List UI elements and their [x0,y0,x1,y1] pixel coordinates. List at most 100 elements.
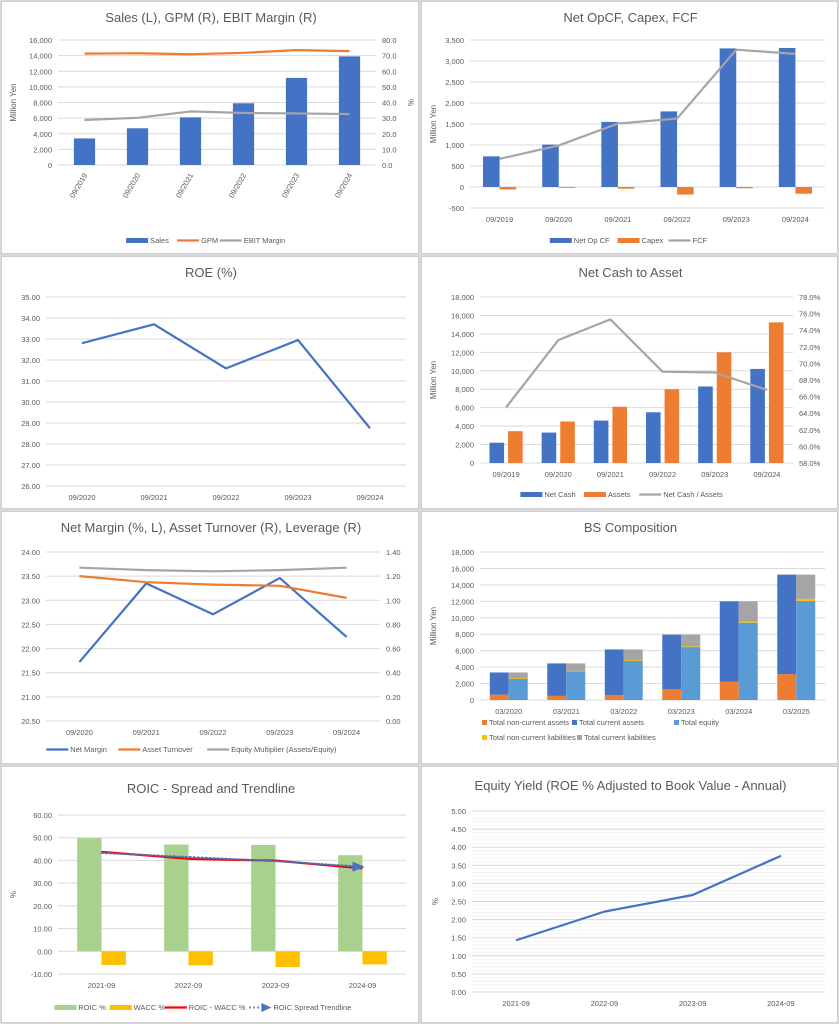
series-line-ebit-margin [84,110,350,122]
y-tick-label: 4.00 [451,843,466,852]
x-tick-label: 09/2024 [333,172,354,200]
bar-total-equity [681,646,701,700]
chart-panel-sales: Sales (L), GPM (R), EBIT Margin (R) 0 2,00… [1,1,419,254]
y-tick-label: 12,000 [451,348,474,357]
bar-net-op-cf [660,111,678,187]
y-tick-label: 0.50 [451,970,466,979]
y-tick-label: 18,000 [451,548,474,557]
bar-total-equity [796,600,816,700]
y-tick-label: 22.50 [21,620,40,629]
legend-label: Equity Multiplier (Assets/Equity) [231,745,337,754]
y-tick-label: 3.00 [451,879,466,888]
y-tick-label: 6,000 [33,114,52,123]
x-tick-label: 2023-09 [262,981,290,990]
y-tick-label: 6,000 [455,404,474,413]
chart-title: Net Margin (%, L), Asset Turnover (R), L… [61,520,362,535]
y-tick-label: 24.00 [21,548,40,557]
bar-total-non-current-assets [547,695,567,700]
bar-roic [77,838,102,952]
bar-assets [560,421,575,463]
y-tick-label: 2.50 [451,898,466,907]
bar-roic [164,844,189,952]
legend-label: Sales [150,236,169,245]
y-tick-label: 30.00 [33,879,52,888]
legend-label: Asset Turnover [142,745,193,754]
bar-sales [232,103,255,165]
bar-total-equity [738,622,758,700]
x-tick-label: 09/2023 [723,215,750,224]
y-tick-label: 3,500 [445,36,464,45]
bar-total-current-liabilities [681,634,701,647]
legend-label: Total current liabilities [584,733,656,742]
legend-label: Total non-current liabilities [489,733,576,742]
y2-tick-label: 64.0% [799,409,821,418]
y-tick-label: 2,000 [455,441,474,450]
chart-netcash: Net Cash to Asset 0 2,000 4,000 6,000 8,000 10… [429,265,821,499]
bar-roic [338,855,363,952]
y-tick-label: 1.50 [451,934,466,943]
y2-tick-label: 30.0 [382,114,397,123]
y2-tick-label: 10.0 [382,145,397,154]
y-tick-label: 2,000 [33,145,52,154]
bar-total-non-current-assets [662,689,682,700]
chart-sales: Sales (L), GPM (R), EBIT Margin (R) 0 2,00… [9,10,415,245]
y-tick-label: 33.00 [21,335,40,344]
y2-tick-label: 68.0% [799,376,821,385]
y2-axis-label: % [406,99,415,106]
y-tick-label: 2,000 [455,680,474,689]
legend-label: WACC % [134,1003,166,1012]
y-tick-label: 2,000 [445,99,464,108]
y-tick-label: 4.50 [451,825,466,834]
bar-total-equity [623,660,643,700]
y-tick-label: 0.00 [37,947,52,956]
y2-tick-label: 0.00 [386,717,401,726]
y-tick-label: 8,000 [33,99,52,108]
y-tick-label: 23.50 [21,572,40,581]
y-tick-label: 16,000 [451,564,474,573]
y-tick-label: 1,500 [445,120,464,129]
chart-dupont: Net Margin (%, L), Asset Turnover (R), L… [21,520,401,754]
y-tick-label: 18,000 [451,293,474,302]
y2-tick-label: 1.40 [386,548,401,557]
bar-net-cash [593,420,609,463]
chart-equityyield: Equity Yield (ROE % Adjusted to Book Val… [431,778,825,1008]
legend-swatch-roic [54,1005,77,1010]
bar-total-current-assets [489,672,509,695]
bar-total-non-current-liabilities [796,598,816,601]
chart-title: Sales (L), GPM (R), EBIT Margin (R) [105,10,316,25]
chart-title: ROE (%) [185,265,237,280]
y-tick-label: 34.00 [21,314,40,323]
series-line-net-cash-assets [505,318,768,409]
legend-swatch-assets [584,492,606,497]
bar-total-equity [566,670,586,700]
legend-label: Net Cash [544,490,575,499]
x-tick-label: 09/2020 [68,493,95,502]
chart-title: Net OpCF, Capex, FCF [563,10,697,25]
series-line-fcf [499,48,796,160]
legend-swatch-total-equity [674,720,679,725]
series-line-roe [81,323,371,429]
chart-title: Equity Yield (ROE % Adjusted to Book Val… [475,778,787,793]
x-tick-label: 03/2024 [725,707,752,716]
bar-capex [795,187,812,194]
y-tick-label: 29.00 [21,419,40,428]
legend-label: EBIT Margin [244,236,286,245]
y2-tick-label: 80.0 [382,36,397,45]
y2-tick-label: 1.20 [386,572,401,581]
y-tick-label: 8,000 [455,385,474,394]
y-axis-label: Million Yen [429,607,438,645]
y-tick-label: 22.00 [21,645,40,654]
bar-total-current-assets [547,663,567,696]
y-axis-label: % [9,891,18,898]
bar-total-non-current-liabilities [681,646,701,648]
y-tick-label: 6,000 [455,647,474,656]
y-tick-label: 14,000 [451,581,474,590]
series-line-net-margin [78,576,348,663]
bar-assets [716,352,732,463]
y-tick-label: 0 [470,459,474,468]
series-line-roic-spread-trendline [100,851,364,868]
legend-label: Net Op CF [574,236,610,245]
y2-tick-label: 1.00 [386,596,401,605]
bar-sales [285,77,308,165]
x-tick-label: 09/2020 [121,172,142,200]
